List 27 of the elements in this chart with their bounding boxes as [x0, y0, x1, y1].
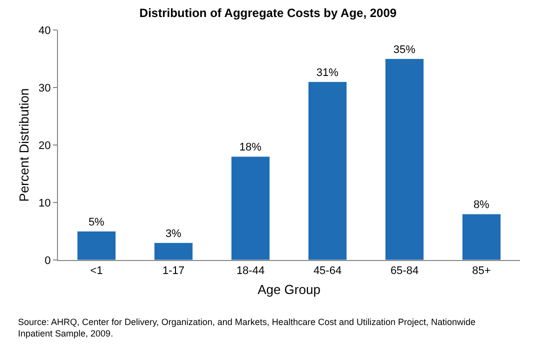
- data-label: 5%: [88, 216, 105, 228]
- y-axis-title: Percent Distribution: [16, 88, 32, 202]
- y-tick-label: 20: [38, 140, 51, 152]
- x-tick-label: 18-44: [236, 265, 265, 278]
- y-tick-label: 0: [44, 254, 51, 267]
- bar: [154, 242, 193, 260]
- data-label: 8%: [473, 199, 490, 211]
- y-tick-label: 10: [38, 197, 51, 210]
- x-tick-label: 1-17: [162, 265, 185, 278]
- bar: [308, 82, 347, 260]
- x-axis-title: Age Group: [258, 282, 320, 297]
- data-label: 3%: [165, 228, 182, 240]
- data-label: 35%: [393, 44, 416, 56]
- bar: [462, 214, 501, 260]
- bar: [77, 231, 116, 260]
- y-tick-label: 30: [38, 82, 51, 94]
- data-label: 18%: [239, 142, 262, 154]
- x-tick-label: 45-64: [313, 265, 342, 278]
- data-label: 31%: [316, 66, 339, 79]
- bar: [231, 156, 270, 260]
- x-tick-label: <1: [90, 265, 103, 278]
- x-tick-label: 85+: [472, 265, 491, 278]
- y-tick-label: 40: [38, 24, 51, 37]
- chart-title: Distribution of Aggregate Costs by Age, 2009: [139, 6, 397, 20]
- x-tick-label: 65-84: [390, 265, 419, 278]
- source-note: Source: AHRQ, Center for Delivery, Organization, and Markets, Healthcare Cost and Utilization Project, Nationwide Inpatient Sample, 2009.: [18, 317, 476, 339]
- bar: [385, 58, 424, 260]
